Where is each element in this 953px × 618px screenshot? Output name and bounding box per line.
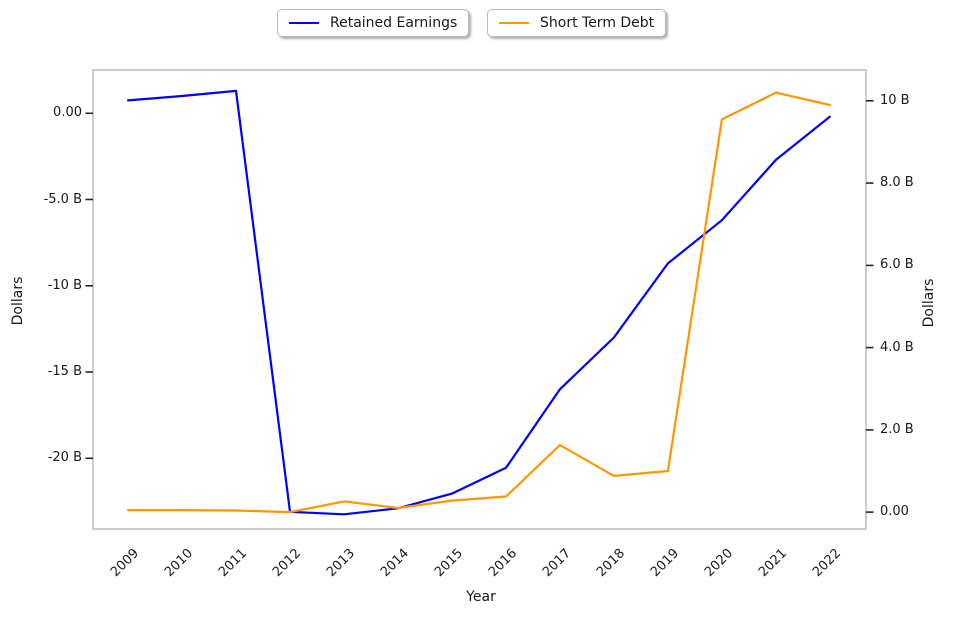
left-axis-tick-label: -10 B <box>47 277 82 293</box>
right-axis-tick-label: 0.00 <box>880 504 909 520</box>
x-axis-title: Year <box>466 589 496 605</box>
right-axis-title: Dollars <box>921 278 937 328</box>
legend-label-retained-earnings: Retained Earnings <box>330 15 458 31</box>
plot-border <box>92 69 867 530</box>
right-axis-tick-label: 10 B <box>880 92 910 108</box>
short-term-debt-line-swatch <box>499 22 529 24</box>
legend-short-term-debt: Short Term Debt <box>487 9 667 37</box>
right-axis-tick-label: 2.0 B <box>880 421 914 437</box>
right-axis-tick-label: 6.0 B <box>880 257 914 273</box>
left-axis-tick-label: -20 B <box>47 450 82 466</box>
left-axis-tick-label: -5.0 B <box>43 191 82 207</box>
right-axis-tick-label: 8.0 B <box>880 175 914 191</box>
legend-retained-earnings: Retained Earnings <box>277 9 470 37</box>
short-term-debt-line <box>127 91 831 514</box>
retained-earnings-line <box>127 89 831 516</box>
retained-earnings-line-swatch <box>289 22 319 24</box>
legend-label-short-term-debt: Short Term Debt <box>540 15 655 31</box>
right-axis-tick-label: 4.0 B <box>880 339 914 355</box>
left-axis-tick-label: 0.00 <box>53 105 82 121</box>
left-axis-tick-label: -15 B <box>47 364 82 380</box>
